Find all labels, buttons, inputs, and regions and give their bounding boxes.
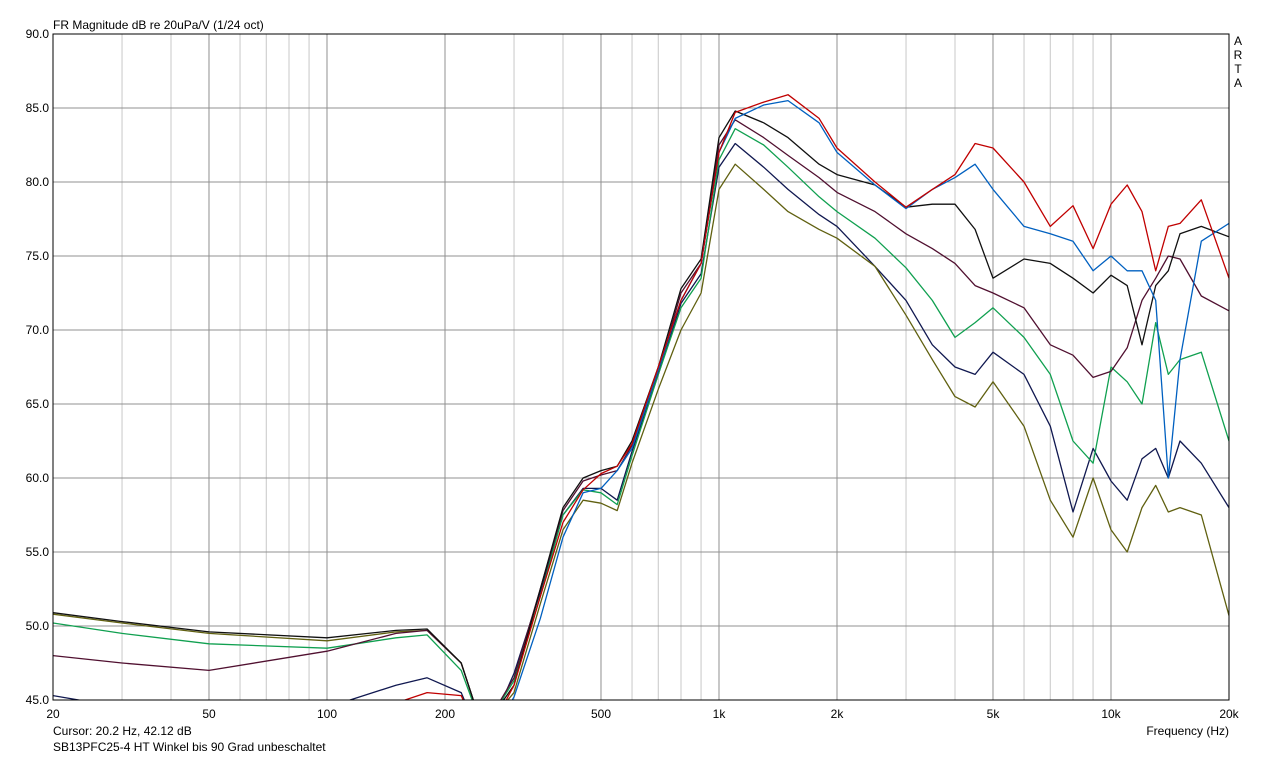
response-curve xyxy=(402,94,1229,700)
response-curve xyxy=(53,128,1229,700)
response-curve xyxy=(53,163,1229,700)
labels: 20 50 100 200 500 1k 2k 5k 10k 20k 45.0 50.0 55.0 60.… xyxy=(26,27,1240,721)
response-curve xyxy=(53,119,1229,700)
y-tick-label: 55.0 xyxy=(26,545,50,559)
y-tick-label: 60.0 xyxy=(26,471,50,485)
response-curve xyxy=(53,110,1229,700)
x-tick-label: 500 xyxy=(591,707,611,721)
plot-frame xyxy=(52,33,1230,701)
y-tick-label: 80.0 xyxy=(26,175,50,189)
x-tick-label: 20k xyxy=(1219,707,1239,721)
y-tick-label: 70.0 xyxy=(26,323,50,337)
response-curve xyxy=(511,99,1229,700)
y-tick-label: 75.0 xyxy=(26,249,50,263)
x-tick-label: 5k xyxy=(987,707,1001,721)
x-axis-label: Frequency (Hz) xyxy=(1146,724,1229,738)
y-tick-label: 50.0 xyxy=(26,619,50,633)
x-tick-label: 10k xyxy=(1101,707,1121,721)
curves xyxy=(53,94,1229,700)
y-tick-label: 85.0 xyxy=(26,101,50,115)
cursor-readout: Cursor: 20.2 Hz, 42.12 dB xyxy=(53,724,192,738)
x-tick-label: 50 xyxy=(202,707,216,721)
x-tick-label: 1k xyxy=(713,707,727,721)
x-tick-label: 200 xyxy=(435,707,455,721)
response-curve xyxy=(53,142,1229,700)
watermark: ARTA xyxy=(1231,34,1245,90)
x-tick-label: 20 xyxy=(46,707,60,721)
y-tick-label: 65.0 xyxy=(26,397,50,411)
y-tick-label: 90.0 xyxy=(26,27,50,41)
plot-area xyxy=(53,34,1229,700)
chart-title: FR Magnitude dB re 20uPa/V (1/24 oct) xyxy=(53,18,264,32)
x-tick-label: 100 xyxy=(317,707,337,721)
y-tick-label: 45.0 xyxy=(26,693,50,707)
x-tick-label: 2k xyxy=(831,707,845,721)
caption: SB13PFC25-4 HT Winkel bis 90 Grad unbesc… xyxy=(53,740,326,754)
